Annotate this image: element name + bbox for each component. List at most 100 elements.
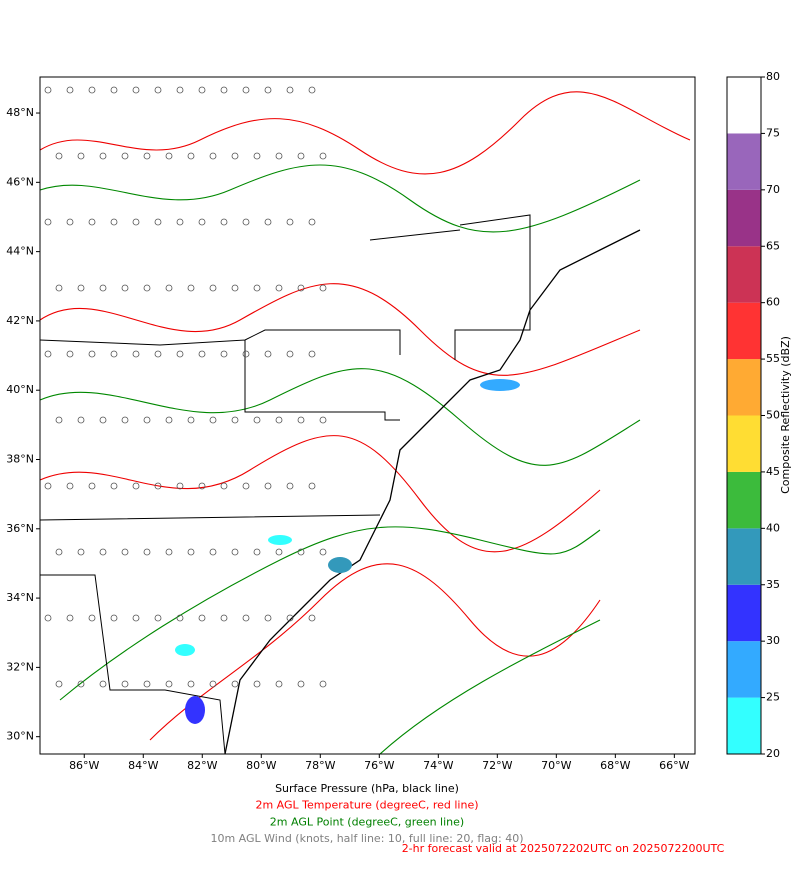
station-marker (319, 416, 327, 424)
station-marker (143, 152, 151, 160)
station-marker (143, 416, 151, 424)
station-marker (154, 86, 162, 94)
dewpoint-contour (59, 526, 601, 701)
station-marker (88, 86, 96, 94)
station-marker (286, 218, 294, 226)
station-marker (165, 416, 173, 424)
station-marker (99, 284, 107, 292)
temperature-contour (39, 283, 641, 376)
station-marker (55, 416, 63, 424)
station-marker (286, 86, 294, 94)
station-marker (110, 218, 118, 226)
station-marker (297, 284, 305, 292)
station-marker (319, 284, 327, 292)
station-marker (308, 614, 316, 622)
station-marker (44, 482, 52, 490)
station-marker (165, 284, 173, 292)
radar-echo (175, 644, 195, 656)
y-tick-label: 46°N (6, 175, 34, 188)
station-marker (242, 86, 250, 94)
station-marker (66, 350, 74, 358)
station-marker (319, 680, 327, 688)
station-marker (264, 86, 272, 94)
colorbar-bin (727, 359, 761, 416)
station-marker (77, 680, 85, 688)
station-marker (242, 614, 250, 622)
y-tick-label: 44°N (6, 245, 34, 258)
radar-echo (480, 379, 520, 391)
colorbar-tick-label: 70 (766, 183, 780, 196)
station-marker (165, 680, 173, 688)
y-tick-label: 38°N (6, 453, 34, 466)
forecast-caption: 2-hr forecast valid at 2025072202UTC on … (402, 842, 725, 855)
x-tick-label: 74°W (423, 759, 453, 772)
station-marker (187, 416, 195, 424)
station-marker (44, 218, 52, 226)
station-marker (297, 548, 305, 556)
station-marker (165, 548, 173, 556)
station-marker (154, 350, 162, 358)
caption: 10m AGL Wind (knots, half line: 10, full… (210, 832, 523, 845)
station-marker (209, 680, 217, 688)
colorbar-tick-label: 80 (766, 70, 780, 83)
colorbar-bin (727, 528, 761, 585)
colorbar-tick-label: 40 (766, 521, 780, 534)
colorbar-bin (727, 584, 761, 642)
station-marker (110, 350, 118, 358)
station-marker (209, 548, 217, 556)
station-marker (154, 614, 162, 622)
station-marker (187, 548, 195, 556)
station-marker (132, 614, 140, 622)
station-marker (132, 218, 140, 226)
station-marker (242, 350, 250, 358)
y-tick-label: 32°N (6, 660, 34, 673)
station-marker (66, 86, 74, 94)
station-marker (198, 86, 206, 94)
station-marker (55, 152, 63, 160)
station-marker (286, 482, 294, 490)
station-marker (176, 86, 184, 94)
colorbar-bin (727, 471, 761, 529)
dewpoint-contour (39, 368, 641, 466)
station-marker (99, 548, 107, 556)
radar-echo (268, 535, 292, 545)
station-marker (187, 152, 195, 160)
station-marker (187, 680, 195, 688)
station-marker (77, 284, 85, 292)
map-frame (39, 76, 696, 755)
station-marker (66, 614, 74, 622)
station-marker (209, 152, 217, 160)
map-background (40, 77, 695, 754)
y-tick-label: 36°N (6, 522, 34, 535)
station-marker (44, 614, 52, 622)
station-marker (242, 482, 250, 490)
station-marker (319, 548, 327, 556)
station-marker (66, 218, 74, 226)
x-tick-label: 78°W (305, 759, 335, 772)
station-marker (154, 482, 162, 490)
station-marker (132, 350, 140, 358)
station-marker (55, 548, 63, 556)
station-marker (264, 482, 272, 490)
station-marker (275, 152, 283, 160)
station-marker (176, 614, 184, 622)
station-marker (187, 284, 195, 292)
station-marker (264, 218, 272, 226)
colorbar-tick-label: 30 (766, 634, 780, 647)
x-tick-label: 80°W (246, 759, 276, 772)
station-marker (77, 416, 85, 424)
station-marker (121, 680, 129, 688)
station-marker (275, 284, 283, 292)
x-tick-label: 66°W (659, 759, 689, 772)
station-marker (66, 482, 74, 490)
caption: 2m AGL Point (degreeC, green line) (270, 815, 464, 828)
x-tick-label: 70°W (541, 759, 571, 772)
station-marker (319, 152, 327, 160)
station-marker (220, 482, 228, 490)
station-marker (308, 218, 316, 226)
map-decoration (39, 91, 691, 755)
station-marker (220, 86, 228, 94)
station-marker (110, 86, 118, 94)
